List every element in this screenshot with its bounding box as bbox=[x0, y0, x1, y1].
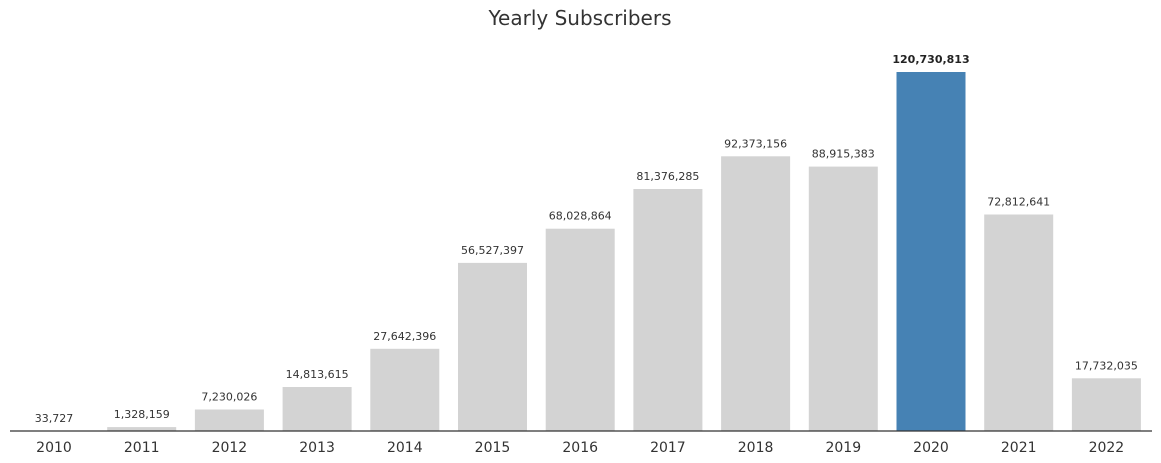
value-label-2022: 17,732,035 bbox=[1075, 359, 1138, 372]
x-tick-label-2012: 2012 bbox=[212, 440, 248, 456]
value-label-2021: 72,812,641 bbox=[987, 196, 1050, 209]
bar-2013 bbox=[282, 387, 352, 431]
x-tick-label-2016: 2016 bbox=[562, 440, 598, 456]
bar-2012 bbox=[194, 409, 264, 431]
bar-2016 bbox=[545, 228, 615, 431]
value-label-2015: 56,527,397 bbox=[461, 244, 524, 257]
bar-2021 bbox=[984, 214, 1054, 431]
x-tick-label-2017: 2017 bbox=[650, 440, 686, 456]
value-label-2010: 33,727 bbox=[35, 412, 74, 425]
x-tick-label-2020: 2020 bbox=[913, 440, 949, 456]
value-labels-group: 33,727 1,328,159 7,230,026 14,813,615 27,642… bbox=[35, 53, 1138, 425]
chart-title: Yearly Subscribers bbox=[488, 6, 672, 30]
bar-2017 bbox=[633, 189, 703, 431]
x-tick-label-2022: 2022 bbox=[1089, 440, 1125, 456]
value-label-2017: 81,376,285 bbox=[636, 170, 699, 183]
x-tick-label-2019: 2019 bbox=[825, 440, 861, 456]
value-label-2013: 14,813,615 bbox=[286, 368, 349, 381]
value-label-2019: 88,915,383 bbox=[812, 148, 875, 161]
bar-2020 bbox=[896, 72, 966, 431]
value-label-2020: 120,730,813 bbox=[892, 53, 969, 66]
value-label-2011: 1,328,159 bbox=[114, 408, 170, 421]
value-label-2018: 92,373,156 bbox=[724, 137, 787, 150]
x-tick-label-2018: 2018 bbox=[738, 440, 774, 456]
x-tick-label-2014: 2014 bbox=[387, 440, 423, 456]
bar-2011 bbox=[107, 427, 177, 431]
x-tick-label-2010: 2010 bbox=[36, 440, 72, 456]
x-tick-labels-group: 2010 2011 2012 2013 2014 2015 2016 2017 2018 2019… bbox=[36, 440, 1124, 456]
value-label-2016: 68,028,864 bbox=[549, 210, 612, 223]
bars-group bbox=[19, 72, 1141, 432]
x-tick-label-2011: 2011 bbox=[124, 440, 160, 456]
value-label-2014: 27,642,396 bbox=[373, 330, 436, 343]
bar-2014 bbox=[370, 348, 440, 431]
bar-2019 bbox=[808, 166, 878, 431]
bar-2015 bbox=[458, 262, 527, 431]
x-tick-label-2015: 2015 bbox=[475, 440, 511, 456]
bar-2018 bbox=[721, 156, 791, 432]
bar-2022 bbox=[1071, 378, 1141, 431]
x-tick-label-2013: 2013 bbox=[299, 440, 335, 456]
x-tick-label-2021: 2021 bbox=[1001, 440, 1037, 456]
value-label-2012: 7,230,026 bbox=[201, 391, 257, 404]
